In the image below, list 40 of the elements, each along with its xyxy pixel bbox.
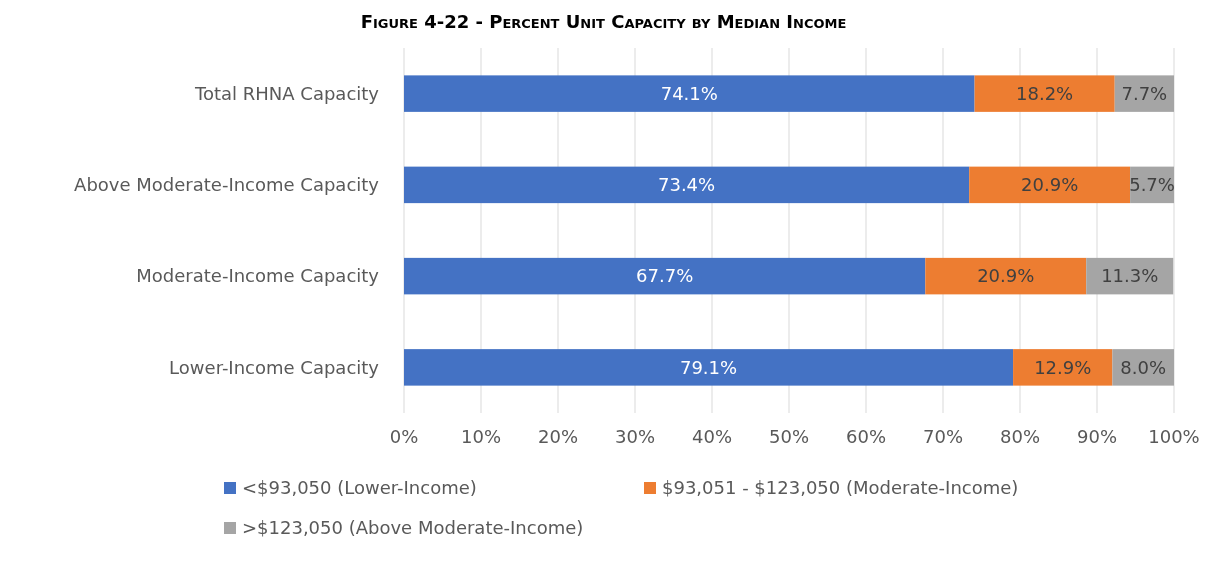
x-tick-label: 40% [691,426,733,447]
x-tick-label: 100% [1148,426,1200,447]
text: 11.3% [1101,265,1159,287]
bar [404,349,1014,386]
x-tick-label: 80% [999,426,1041,447]
x-tick-label: 30% [614,426,656,447]
bar [404,257,926,295]
x-tick-label: 70% [922,426,964,447]
y-tick-label: Moderate-Income Capacity [136,265,380,287]
bar [404,75,975,112]
text: 5.7% [1129,174,1175,196]
legend-label: $93,051 - $123,050 (Moderate-Income) [662,477,1019,499]
text: 73.4% [658,174,716,196]
x-tick-label: 20% [537,426,579,447]
bar [1114,75,1174,112]
text: 7.7% [1121,82,1168,104]
text: 18.2% [1016,82,1074,104]
x-tick-label: 90% [1076,426,1118,447]
bar [969,166,1131,204]
x-tick-label: 10% [460,426,502,447]
bar [1013,349,1113,386]
y-tick-label: Above Moderate-Income Capacity [74,174,380,196]
text: 79.1% [679,356,738,378]
y-tick-label: Total RHNA Capacity [194,82,380,104]
bar [925,257,1087,295]
bar [404,166,970,204]
x-tick-label: 60% [845,426,887,447]
text: 12.9% [1034,356,1092,378]
bar [974,75,1115,112]
text: 8.0% [1120,356,1167,378]
legend-label: >$123,050 (Above Moderate-Income) [242,517,584,539]
x-tick-label: 50% [768,426,810,447]
y-tick-label: Lower-Income Capacity [169,356,380,378]
text: 20.9% [1021,174,1079,196]
text: 74.1% [660,82,718,104]
text: 20.9% [977,265,1035,287]
text: 67.7% [636,265,694,287]
chart-title: Figure 4-22 - Percent Unit Capacity by Median Income [360,11,847,32]
legend-label: <$93,050 (Lower-Income) [242,477,477,499]
x-tick-label: 0% [389,426,419,447]
